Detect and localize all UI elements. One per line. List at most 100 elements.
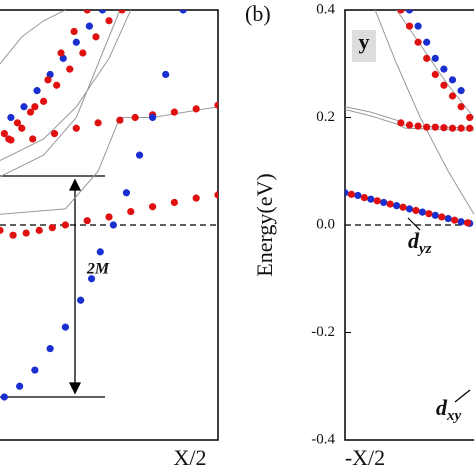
- band-dot: [367, 195, 375, 203]
- band-dot: [33, 87, 41, 95]
- band-dot: [0, 130, 8, 138]
- band-dot: [57, 49, 65, 57]
- band-dot: [457, 124, 465, 132]
- band-dot: [135, 151, 144, 159]
- band-dot: [13, 119, 22, 127]
- band-dot: [50, 130, 59, 138]
- band-dot: [29, 135, 37, 143]
- band-dot: [83, 10, 91, 14]
- band-dot: [72, 38, 80, 46]
- band-dot: [48, 224, 56, 232]
- band-dot: [393, 202, 401, 210]
- band-dot: [440, 81, 448, 89]
- annotation: 2M: [86, 261, 110, 278]
- band-dot: [405, 10, 414, 14]
- annotation-sub: yz: [417, 241, 432, 257]
- band-dot: [87, 275, 96, 283]
- band-line: [0, 106, 218, 215]
- band-dot: [31, 366, 39, 374]
- band-dot: [70, 27, 78, 36]
- band-dot: [448, 92, 457, 100]
- band-dot: [345, 189, 349, 197]
- band-dot: [127, 207, 135, 216]
- band-dot: [7, 136, 15, 144]
- band-dot: [66, 65, 74, 73]
- band-dot: [431, 123, 439, 131]
- pointer: [407, 217, 421, 231]
- band-dot: [431, 211, 439, 219]
- band-dot: [77, 296, 85, 304]
- band-dot: [20, 103, 28, 111]
- band-dot: [131, 113, 139, 122]
- panel-label: (b): [245, 1, 271, 26]
- band-dot: [16, 382, 24, 390]
- band-dot: [109, 221, 117, 229]
- band-dot: [61, 221, 69, 229]
- band-dot: [423, 54, 431, 62]
- band-dot: [466, 113, 474, 122]
- band-dot: [360, 193, 368, 202]
- band-line: [0, 10, 121, 178]
- band-dot: [431, 70, 439, 79]
- band-dot: [457, 218, 465, 226]
- band-dot: [46, 345, 54, 353]
- band-dot: [35, 226, 43, 234]
- band-dot: [149, 113, 157, 122]
- band-dot: [105, 17, 113, 25]
- band-dot: [405, 22, 414, 30]
- band-dot: [414, 22, 422, 30]
- annotation-main: d: [408, 228, 420, 253]
- band-dot: [448, 124, 457, 132]
- band-dot: [72, 124, 80, 132]
- inset-label: y: [359, 29, 370, 54]
- band-dot: [61, 323, 69, 331]
- inset-box: [352, 30, 376, 62]
- y-tick-label: -0.4: [311, 431, 335, 447]
- annotation-main: d: [436, 395, 448, 420]
- band-dot: [440, 65, 448, 73]
- band-dot: [94, 119, 102, 127]
- band-dot: [22, 229, 30, 237]
- band-dot: [397, 10, 405, 14]
- frame-a: [0, 9, 219, 441]
- band-dot: [451, 216, 459, 224]
- band-dot: [463, 219, 472, 227]
- band-dot: [96, 248, 104, 256]
- band-dot: [354, 191, 362, 200]
- band-dot: [397, 119, 405, 127]
- band-dot: [423, 38, 431, 46]
- band-dot: [31, 103, 39, 111]
- band-dot: [26, 108, 35, 116]
- band-dot: [414, 122, 422, 130]
- band-dot: [399, 203, 407, 211]
- band-dot: [0, 226, 4, 234]
- band-dot: [425, 210, 433, 218]
- band-dot: [0, 393, 8, 401]
- band-dot: [192, 194, 200, 202]
- band-dot: [98, 10, 107, 14]
- x-axis-label: -X/2: [345, 445, 385, 470]
- band-dot: [162, 70, 170, 79]
- band-dot: [170, 198, 178, 207]
- y-axis-label: Energy(eV): [252, 173, 277, 276]
- band-dot: [214, 101, 218, 109]
- band-dot: [414, 38, 422, 46]
- band-dot: [40, 97, 48, 105]
- band-dot: [83, 217, 91, 225]
- band-dot: [149, 203, 157, 211]
- band-dot: [7, 113, 15, 122]
- band-dot: [18, 124, 26, 132]
- pointer: [454, 389, 471, 403]
- band-dot: [214, 191, 218, 199]
- band-dot: [380, 198, 388, 207]
- x-axis-label: X/2: [174, 445, 207, 470]
- band-dot: [405, 121, 414, 129]
- plot-area: [345, 10, 474, 227]
- band-dot: [179, 10, 187, 14]
- annotation: dyz: [408, 228, 432, 257]
- band-dot: [105, 213, 113, 221]
- annotation: dxy: [436, 395, 462, 424]
- gap-marker: [0, 175, 105, 398]
- y-tick-label: -0.2: [311, 324, 335, 340]
